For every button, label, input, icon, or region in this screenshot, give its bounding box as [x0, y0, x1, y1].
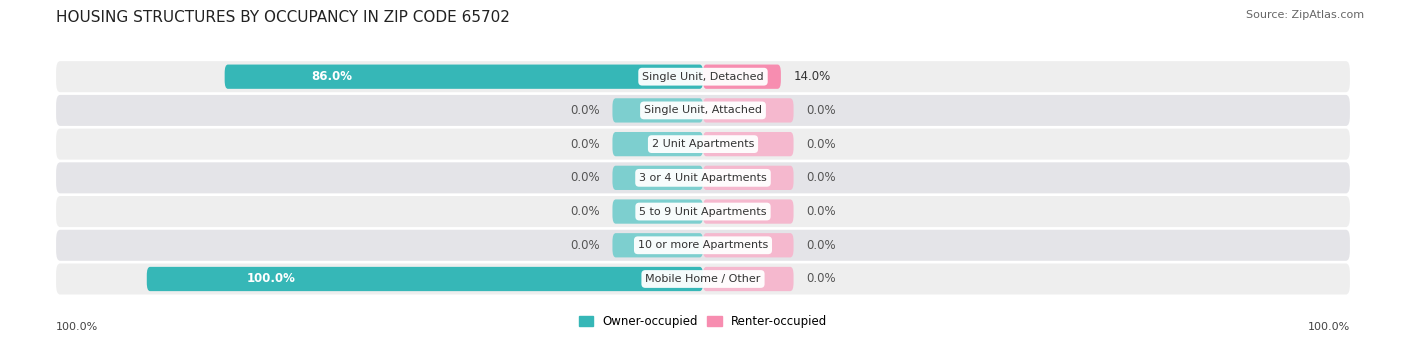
Text: 0.0%: 0.0% [569, 239, 599, 252]
Text: 10 or more Apartments: 10 or more Apartments [638, 240, 768, 250]
Text: 0.0%: 0.0% [807, 137, 837, 150]
Text: 0.0%: 0.0% [807, 171, 837, 184]
FancyBboxPatch shape [703, 65, 780, 89]
FancyBboxPatch shape [703, 166, 793, 190]
FancyBboxPatch shape [56, 129, 1350, 160]
Text: 2 Unit Apartments: 2 Unit Apartments [652, 139, 754, 149]
FancyBboxPatch shape [703, 98, 793, 122]
FancyBboxPatch shape [703, 267, 793, 291]
FancyBboxPatch shape [56, 230, 1350, 261]
Text: 0.0%: 0.0% [569, 205, 599, 218]
Text: 100.0%: 100.0% [247, 273, 295, 286]
FancyBboxPatch shape [613, 98, 703, 122]
Legend: Owner-occupied, Renter-occupied: Owner-occupied, Renter-occupied [574, 310, 832, 333]
Text: 14.0%: 14.0% [794, 70, 831, 83]
FancyBboxPatch shape [703, 233, 793, 258]
Text: Single Unit, Attached: Single Unit, Attached [644, 105, 762, 115]
Text: 0.0%: 0.0% [807, 239, 837, 252]
Text: 100.0%: 100.0% [1308, 322, 1350, 332]
Text: 3 or 4 Unit Apartments: 3 or 4 Unit Apartments [640, 173, 766, 183]
FancyBboxPatch shape [613, 166, 703, 190]
Text: 0.0%: 0.0% [807, 104, 837, 117]
Text: 0.0%: 0.0% [807, 205, 837, 218]
Text: 0.0%: 0.0% [807, 273, 837, 286]
FancyBboxPatch shape [613, 132, 703, 156]
Text: 0.0%: 0.0% [569, 171, 599, 184]
Text: Single Unit, Detached: Single Unit, Detached [643, 72, 763, 82]
Text: 5 to 9 Unit Apartments: 5 to 9 Unit Apartments [640, 207, 766, 216]
FancyBboxPatch shape [56, 162, 1350, 193]
FancyBboxPatch shape [225, 65, 703, 89]
FancyBboxPatch shape [703, 132, 793, 156]
Text: 0.0%: 0.0% [569, 104, 599, 117]
FancyBboxPatch shape [613, 199, 703, 224]
FancyBboxPatch shape [613, 233, 703, 258]
FancyBboxPatch shape [56, 196, 1350, 227]
Text: 0.0%: 0.0% [569, 137, 599, 150]
Text: Source: ZipAtlas.com: Source: ZipAtlas.com [1246, 10, 1364, 20]
FancyBboxPatch shape [703, 199, 793, 224]
FancyBboxPatch shape [56, 61, 1350, 92]
Text: 86.0%: 86.0% [311, 70, 352, 83]
FancyBboxPatch shape [146, 267, 703, 291]
FancyBboxPatch shape [56, 95, 1350, 126]
Text: HOUSING STRUCTURES BY OCCUPANCY IN ZIP CODE 65702: HOUSING STRUCTURES BY OCCUPANCY IN ZIP C… [56, 10, 510, 25]
Text: 100.0%: 100.0% [56, 322, 98, 332]
Text: Mobile Home / Other: Mobile Home / Other [645, 274, 761, 284]
FancyBboxPatch shape [56, 263, 1350, 294]
